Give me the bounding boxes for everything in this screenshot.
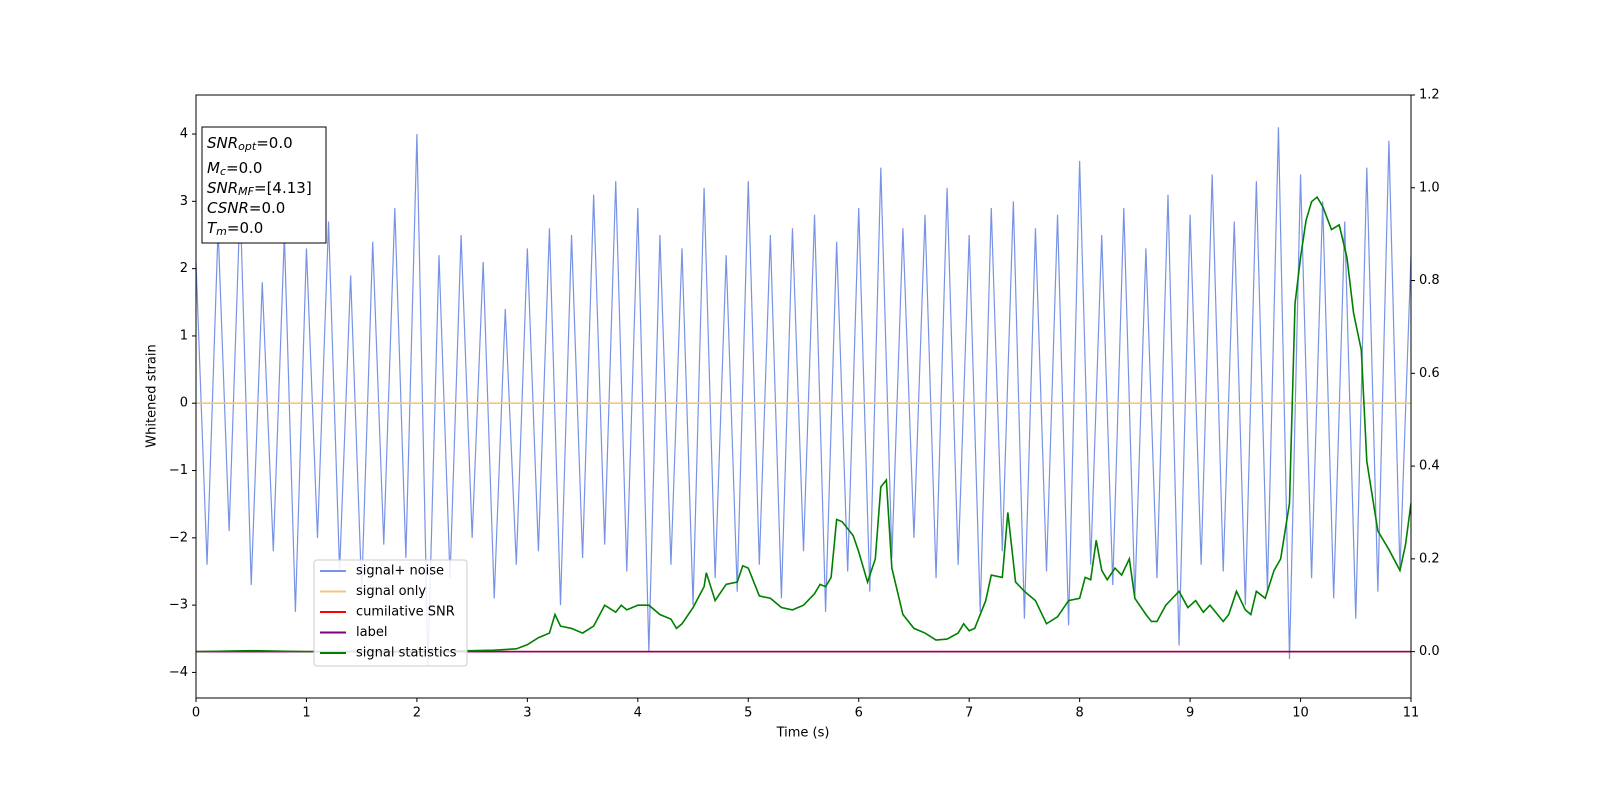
x-tick-label: 1 xyxy=(302,706,310,721)
annotation: Mc=0.0 xyxy=(207,159,262,179)
y-tick-label: 2 xyxy=(180,261,188,276)
x-axis-label: Time (s) xyxy=(776,726,830,741)
legend-label: label xyxy=(356,625,387,640)
x-tick-label: 8 xyxy=(1075,706,1083,721)
annotation-symbol: T xyxy=(207,219,218,237)
x-tick-label: 10 xyxy=(1292,706,1309,721)
annotation: Tm=0.0 xyxy=(207,219,263,239)
series-line xyxy=(196,127,1411,666)
y2-tick-label: 1.0 xyxy=(1419,180,1440,195)
legend-label: signal only xyxy=(356,584,426,599)
x-tick-label: 2 xyxy=(413,706,421,721)
y-tick-label: 3 xyxy=(180,194,188,209)
y-tick-label: 4 xyxy=(180,127,188,142)
axes-frame xyxy=(195,94,1412,699)
legend-label: cumilative SNR xyxy=(356,605,455,620)
x-tick-label: 4 xyxy=(634,706,642,721)
legend-box xyxy=(313,559,468,667)
annotation-symbol: SNR xyxy=(207,134,238,152)
x-tick-label: 3 xyxy=(523,706,531,721)
annotation: SNRMF=[4.13] xyxy=(207,179,312,199)
y2-tick-label: 0.2 xyxy=(1419,551,1440,566)
annotation-subscript: c xyxy=(220,165,226,178)
annotation-symbol: CSNR xyxy=(207,199,249,217)
legend-label: signal statistics xyxy=(356,646,457,661)
y2-tick-label: 0.0 xyxy=(1419,644,1440,659)
legend-label: signal+ noise xyxy=(356,564,444,579)
annotation-value: =0.0 xyxy=(256,134,292,152)
y-tick-label: 1 xyxy=(180,328,188,343)
annotation-value: =0.0 xyxy=(226,159,262,177)
y-tick-label: −1 xyxy=(169,463,188,478)
annotation-value: =0.0 xyxy=(249,199,285,217)
y2-tick-label: 0.6 xyxy=(1419,366,1440,381)
annotation-box xyxy=(201,126,327,244)
annotation-symbol: SNR xyxy=(207,179,238,197)
y-tick-label: 0 xyxy=(180,396,188,411)
y2-tick-label: 0.8 xyxy=(1419,273,1440,288)
annotation: CSNR=0.0 xyxy=(207,199,285,217)
annotation-value: =[4.13] xyxy=(254,179,312,197)
y-axis-label: Whitened strain xyxy=(145,344,160,447)
x-tick-label: 11 xyxy=(1403,706,1420,721)
y-tick-label: −4 xyxy=(169,665,188,680)
annotation-value: =0.0 xyxy=(227,219,263,237)
y2-tick-label: 0.4 xyxy=(1419,459,1440,474)
y-tick-label: −2 xyxy=(169,530,188,545)
x-tick-label: 0 xyxy=(192,706,200,721)
x-tick-label: 9 xyxy=(1186,706,1194,721)
annotation-subscript: opt xyxy=(238,140,257,153)
y2-tick-label: 1.2 xyxy=(1419,88,1440,103)
series-line xyxy=(196,195,1411,653)
x-tick-label: 6 xyxy=(855,706,863,721)
x-tick-label: 7 xyxy=(965,706,973,721)
annotation: SNRopt=0.0 xyxy=(207,134,293,154)
x-tick-label: 5 xyxy=(744,706,752,721)
annotation-subscript: m xyxy=(216,225,227,238)
annotation-symbol: M xyxy=(207,159,220,177)
y-tick-label: −3 xyxy=(169,598,188,613)
annotation-subscript: MF xyxy=(238,185,254,198)
